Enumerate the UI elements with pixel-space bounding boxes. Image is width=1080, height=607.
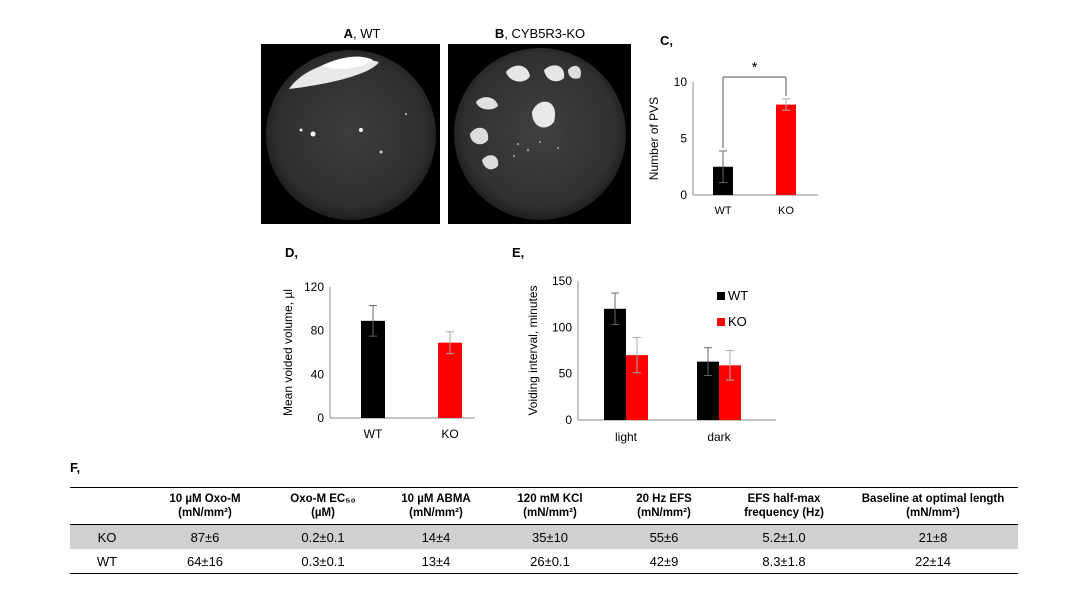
table-cell: 5.2±1.0: [720, 524, 848, 549]
bar: [438, 342, 462, 418]
panel-b-letter: B: [494, 26, 505, 41]
table-cell: 35±10: [492, 524, 608, 549]
y-tick-label: 0: [317, 411, 324, 425]
y-tick-label: 100: [552, 320, 572, 334]
y-tick-label: 80: [311, 324, 325, 338]
panel-d-label: D,: [285, 245, 298, 260]
table-header-cell: 10 µM Oxo-M (mN/mm²): [144, 487, 266, 525]
y-tick-label: 0: [680, 188, 687, 202]
x-tick-label: light: [615, 430, 638, 444]
table-header-row: 10 µM Oxo-M (mN/mm²) Oxo-M EC₅₀ (µM) 10 µM…: [70, 487, 1018, 525]
table-cell: 8.3±1.8: [720, 549, 848, 574]
panel-e-label: E,: [512, 245, 525, 260]
bar: [361, 320, 385, 418]
table-cell: 55±6: [608, 524, 720, 549]
ko-bladder-image: [448, 44, 631, 224]
table-cell: 26±0.1: [492, 549, 608, 574]
panel-b-title: , CYB5R3-KO: [504, 26, 586, 41]
table-cell: 0.2±0.1: [266, 524, 380, 549]
y-tick-label: 150: [552, 274, 572, 288]
panel-a-letter: A: [343, 26, 353, 41]
y-tick-label: 120: [304, 280, 324, 294]
panel-c-label: C,: [660, 33, 673, 48]
table-cell: 21±8: [848, 524, 1018, 549]
y-tick-label: 50: [559, 367, 573, 381]
bar: [697, 361, 719, 420]
contractility-table: 10 µM Oxo-M (mN/mm²) Oxo-M EC₅₀ (µM) 10 µM…: [70, 487, 1018, 574]
table-row: KO 87±6 0.2±0.1 14±4 35±10 55±6 5.2±1.0 …: [70, 524, 1018, 549]
panel-b-label: B, CYB5R3-KO: [450, 26, 630, 41]
table-cell: 14±4: [380, 524, 492, 549]
y-tick-label: 40: [311, 367, 325, 381]
bar: [604, 308, 626, 420]
table-cell: 0.3±0.1: [266, 549, 380, 574]
legend-swatch: [717, 318, 725, 326]
y-axis-label: Mean voided volume, µl: [281, 289, 295, 416]
ko-bladder-photo: [454, 48, 626, 220]
y-tick-label: 10: [674, 75, 688, 89]
table-header-cell: Baseline at optimal length (mN/mm²): [848, 487, 1018, 525]
table-cell: WT: [70, 549, 144, 574]
y-tick-label: 0: [565, 413, 572, 427]
x-tick-label: WT: [364, 427, 383, 441]
bar: [626, 355, 648, 420]
table-header-cell: 20 Hz EFS (mN/mm²): [608, 487, 720, 525]
x-tick-label: KO: [778, 205, 794, 217]
wt-bladder-photo: [266, 50, 436, 220]
y-tick-label: 5: [680, 132, 687, 146]
panel-f-label: F,: [70, 460, 81, 475]
x-tick-label: WT: [714, 205, 731, 217]
table-cell: 64±16: [144, 549, 266, 574]
table-header-cell: [70, 487, 144, 525]
x-tick-label: KO: [441, 427, 458, 441]
panel-a-title: , WT: [352, 26, 381, 41]
table-header-cell: EFS half-max frequency (Hz): [720, 487, 848, 525]
x-tick-label: dark: [707, 430, 731, 444]
bar: [719, 365, 741, 420]
y-axis-label: Voiding interval, minutes: [526, 285, 540, 415]
table-header-cell: 10 µM ABMA (mN/mm²): [380, 487, 492, 525]
legend-swatch: [717, 292, 725, 300]
table-cell: 22±14: [848, 549, 1018, 574]
legend-label: WT: [728, 288, 748, 303]
table-cell: 42±9: [608, 549, 720, 574]
table-header-cell: Oxo-M EC₅₀ (µM): [266, 487, 380, 525]
panel-a-label: A, WT: [312, 26, 412, 41]
table-cell: KO: [70, 524, 144, 549]
table-row: WT 64±16 0.3±0.1 13±4 26±0.1 42±9 8.3±1.…: [70, 549, 1018, 574]
table-header-cell: 120 mM KCl (mN/mm²): [492, 487, 608, 525]
legend-label: KO: [728, 314, 747, 329]
table-cell: 87±6: [144, 524, 266, 549]
wt-bladder-image: [261, 44, 440, 224]
bar: [776, 104, 796, 195]
significance-marker: *: [752, 59, 758, 76]
table-cell: 13±4: [380, 549, 492, 574]
y-axis-label: Number of PVS: [647, 97, 661, 180]
